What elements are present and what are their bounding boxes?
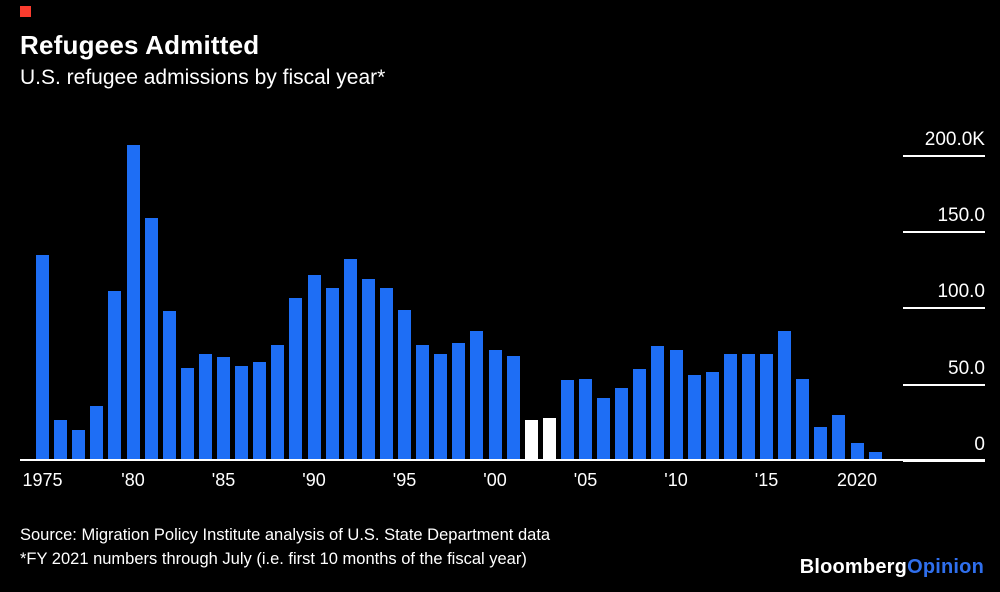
bar-1986	[235, 366, 249, 461]
bar-2007	[615, 387, 629, 461]
bar-1996	[416, 344, 430, 461]
y-axis-tick-line	[903, 307, 985, 310]
x-axis-label: 2020	[836, 470, 878, 490]
bar-2006	[597, 398, 611, 461]
bar-1982	[162, 311, 176, 461]
bar-1985	[217, 357, 230, 461]
bar-chart-plot-area	[36, 121, 888, 461]
bar-2013	[723, 354, 737, 461]
bar-1980	[126, 144, 140, 461]
bar-2015	[760, 354, 773, 461]
chart-title: Refugees Admitted	[20, 30, 260, 60]
bar-2002	[524, 419, 538, 461]
bar-2010	[669, 349, 683, 461]
source-text: Source: Migration Policy Institute analy…	[20, 526, 551, 544]
x-axis-label: '95	[392, 470, 417, 490]
bar-2005	[579, 378, 592, 461]
x-axis-label: 1975	[22, 470, 63, 490]
bar-1999	[470, 331, 484, 461]
y-axis-tick-line	[903, 154, 985, 157]
bar-2008	[633, 369, 647, 461]
x-axis-label: '90	[302, 470, 326, 490]
bar-1989	[289, 297, 303, 461]
brand-marker	[20, 6, 31, 17]
bar-2003	[542, 418, 556, 461]
bar-2017	[796, 378, 810, 461]
bar-1995	[398, 309, 411, 461]
bar-2004	[560, 380, 574, 461]
logo-opinion: Opinion	[907, 556, 984, 578]
bar-2018	[814, 427, 828, 461]
chart-subtitle: U.S. refugee admissions by fiscal year*	[20, 66, 386, 89]
bar-1987	[253, 361, 267, 461]
bar-1975	[36, 254, 49, 461]
bar-1992	[343, 259, 357, 461]
bar-2019	[832, 415, 846, 461]
x-axis-label: '15	[754, 470, 779, 490]
bar-2011	[687, 375, 701, 461]
bar-2021	[868, 451, 882, 461]
x-axis-label: '80	[121, 470, 145, 490]
x-axis-label: '05	[573, 470, 598, 490]
bar-2020	[850, 442, 864, 461]
bar-1994	[379, 288, 393, 461]
logo-bloomberg: Bloomberg	[799, 556, 908, 578]
bar-1977	[72, 430, 86, 461]
bloomberg-opinion-logo: BloombergOpinion	[800, 556, 984, 579]
y-axis-tick-line	[903, 460, 985, 462]
y-axis-tick-line	[903, 383, 985, 386]
bar-1979	[108, 291, 122, 461]
bar-1983	[180, 367, 194, 461]
bar-2012	[705, 372, 719, 461]
bar-1993	[361, 279, 375, 461]
bar-2009	[651, 346, 665, 461]
x-axis-label: '10	[664, 470, 688, 490]
bar-1998	[452, 343, 466, 461]
bar-1988	[271, 344, 285, 461]
bar-1981	[144, 218, 158, 461]
bar-2014	[741, 354, 755, 461]
footnote-text: *FY 2021 numbers through July (i.e. firs…	[20, 550, 527, 568]
bar-2016	[778, 331, 792, 461]
bar-1997	[434, 354, 448, 461]
bar-1976	[54, 419, 68, 461]
bar-1991	[325, 288, 339, 461]
x-axis-label: '00	[483, 470, 507, 490]
x-axis-label: '85	[211, 470, 236, 490]
bar-1984	[198, 354, 212, 461]
y-axis-tick-line	[903, 230, 985, 233]
bar-2001	[506, 355, 520, 461]
bar-1978	[90, 406, 104, 461]
bar-2000	[488, 349, 502, 461]
bar-1990	[307, 274, 321, 461]
